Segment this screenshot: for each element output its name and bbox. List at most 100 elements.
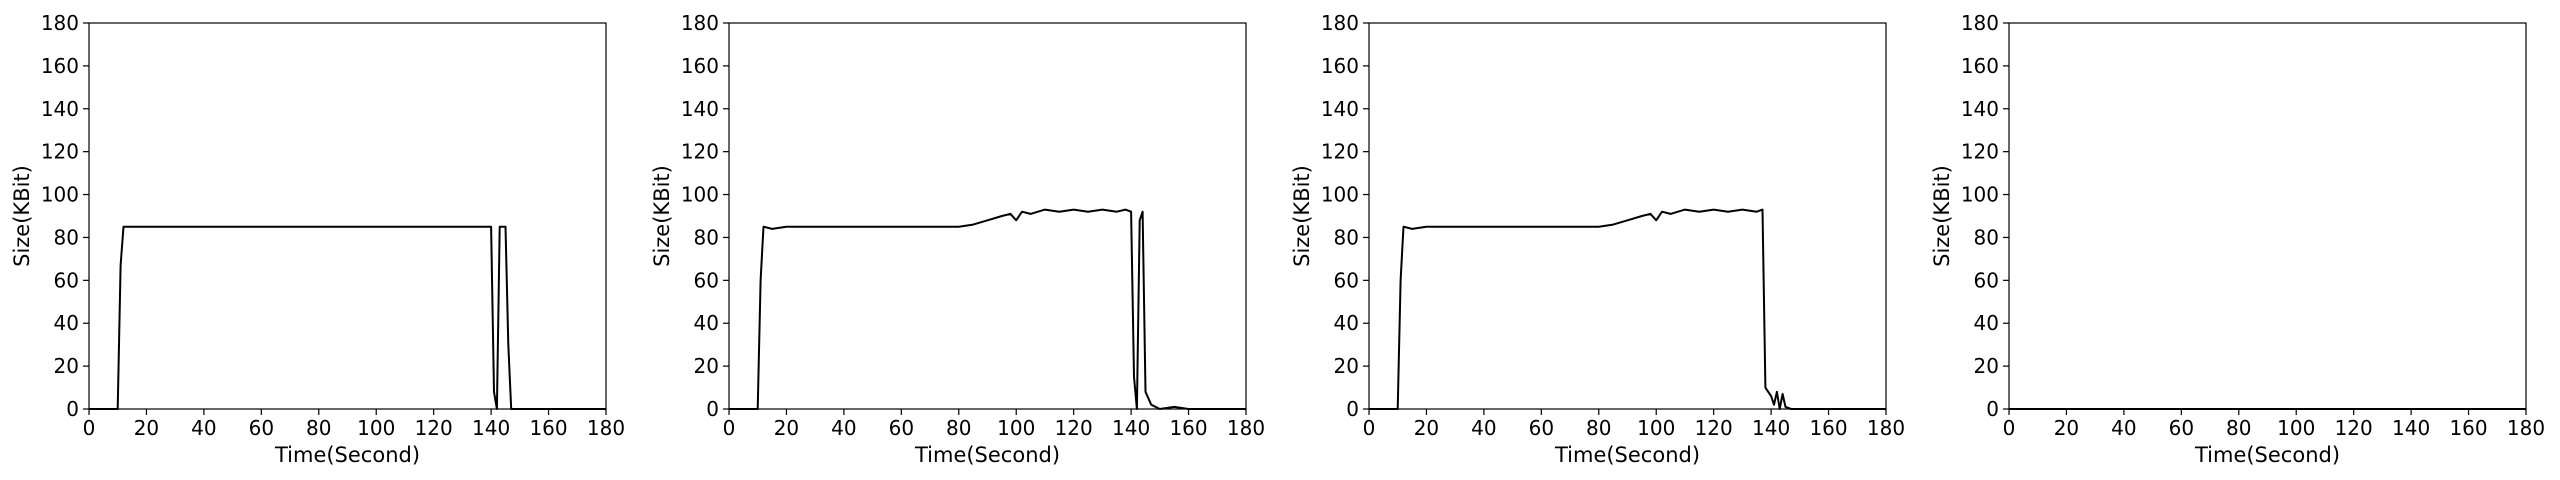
y-tick-label: 100	[1961, 183, 1999, 207]
y-tick-label: 160	[41, 54, 79, 78]
series-line	[729, 208, 1246, 410]
x-tick-label: 140	[1752, 416, 1790, 440]
y-tick-label: 120	[1961, 140, 1999, 164]
y-tick-label: 20	[1974, 354, 1999, 378]
x-tick-label: 140	[472, 416, 510, 440]
x-tick-label: 60	[1529, 416, 1554, 440]
x-tick-label: 20	[2054, 416, 2079, 440]
y-axis-label: Size(KBit)	[1930, 165, 1954, 267]
y-tick-label: 120	[41, 140, 79, 164]
y-tick-label: 120	[681, 140, 719, 164]
x-tick-label: 80	[1586, 416, 1611, 440]
y-tick-label: 140	[1961, 97, 1999, 121]
x-tick-label: 0	[1363, 416, 1376, 440]
x-tick-label: 120	[415, 416, 453, 440]
x-axis-label: Time(Second)	[914, 443, 1060, 467]
y-tick-label: 40	[1334, 311, 1359, 335]
y-tick-label: 100	[681, 183, 719, 207]
y-tick-label: 20	[694, 354, 719, 378]
plot-frame	[2008, 22, 2527, 410]
x-axis-label: Time(Second)	[274, 443, 420, 467]
y-tick-label: 160	[1961, 54, 1999, 78]
x-tick-label: 60	[2169, 416, 2194, 440]
y-tick-label: 60	[1334, 268, 1359, 292]
x-tick-label: 160	[1169, 416, 1207, 440]
x-tick-label: 100	[1637, 416, 1675, 440]
y-tick-label: 160	[681, 54, 719, 78]
x-tick-label: 160	[529, 416, 567, 440]
y-tick-label: 20	[1334, 354, 1359, 378]
y-tick-label: 180	[1961, 11, 1999, 35]
x-tick-label: 0	[723, 416, 736, 440]
x-tick-label: 0	[2003, 416, 2016, 440]
y-tick-label: 120	[1321, 140, 1359, 164]
y-axis-label: Size(KBit)	[650, 165, 674, 267]
y-tick-label: 80	[1974, 225, 1999, 249]
plot-frame	[88, 22, 607, 410]
y-tick-label: 140	[41, 97, 79, 121]
series-line	[89, 225, 606, 410]
x-tick-label: 20	[1414, 416, 1439, 440]
y-tick-label: 40	[54, 311, 79, 335]
y-axis-label: Size(KBit)	[10, 165, 34, 267]
y-tick-label: 40	[1974, 311, 1999, 335]
x-tick-label: 40	[831, 416, 856, 440]
x-tick-label: 120	[1695, 416, 1733, 440]
y-tick-label: 60	[694, 268, 719, 292]
chart-panel-2: 0 20 40 60 80 100 120 140 160 180 0 20 40 60 80 100 120 1…	[650, 11, 1265, 467]
x-tick-label: 100	[997, 416, 1035, 440]
x-tick-label: 40	[2111, 416, 2136, 440]
x-tick-label: 120	[2335, 416, 2373, 440]
x-tick-label: 20	[134, 416, 159, 440]
x-tick-label: 80	[2226, 416, 2251, 440]
x-tick-label: 140	[2392, 416, 2430, 440]
y-tick-label: 0	[706, 397, 719, 421]
x-tick-label: 160	[1809, 416, 1847, 440]
x-tick-label: 100	[357, 416, 395, 440]
y-tick-label: 160	[1321, 54, 1359, 78]
chart-panel-4: 0 20 40 60 80 100 120 140 160 180 0 20 40 60 80 100 120 1…	[1930, 11, 2545, 467]
x-tick-label: 60	[249, 416, 274, 440]
y-tick-label: 0	[1346, 397, 1359, 421]
y-tick-label: 180	[1321, 11, 1359, 35]
x-tick-label: 60	[889, 416, 914, 440]
x-tick-label: 40	[1471, 416, 1496, 440]
plot-frame	[728, 22, 1247, 410]
y-tick-label: 100	[1321, 183, 1359, 207]
y-tick-label: 0	[1986, 397, 1999, 421]
chart-panel-3: 0 20 40 60 80 100 120 140 160 180 0 20 40 60 80 100 120 1…	[1290, 11, 1905, 467]
x-tick-label: 120	[1055, 416, 1093, 440]
x-tick-label: 100	[2277, 416, 2315, 440]
y-tick-label: 80	[54, 225, 79, 249]
x-tick-label: 40	[191, 416, 216, 440]
y-tick-label: 60	[54, 268, 79, 292]
x-tick-label: 20	[774, 416, 799, 440]
x-axis-label: Time(Second)	[1554, 443, 1700, 467]
x-tick-label: 180	[1227, 416, 1265, 440]
x-tick-label: 80	[946, 416, 971, 440]
y-tick-label: 140	[681, 97, 719, 121]
series-line	[1369, 208, 1886, 410]
y-tick-label: 180	[41, 11, 79, 35]
y-axis-label: Size(KBit)	[1290, 165, 1314, 267]
x-axis-label: Time(Second)	[2194, 443, 2340, 467]
plot-frame	[1368, 22, 1887, 410]
y-tick-label: 180	[681, 11, 719, 35]
y-tick-label: 80	[1334, 225, 1359, 249]
y-tick-label: 0	[66, 397, 79, 421]
y-tick-label: 100	[41, 183, 79, 207]
y-tick-label: 60	[1974, 268, 1999, 292]
x-tick-label: 0	[83, 416, 96, 440]
y-tick-label: 140	[1321, 97, 1359, 121]
x-tick-label: 160	[2449, 416, 2487, 440]
x-tick-label: 180	[2507, 416, 2545, 440]
y-tick-label: 40	[694, 311, 719, 335]
y-tick-label: 20	[54, 354, 79, 378]
x-tick-label: 80	[306, 416, 331, 440]
x-tick-label: 140	[1112, 416, 1150, 440]
x-tick-label: 180	[1867, 416, 1905, 440]
x-tick-label: 180	[587, 416, 625, 440]
chart-panel-1: 0 20 40 60 80 100 120 140 160 180 0 20 40 60 80 100 120 1…	[10, 11, 625, 467]
y-tick-label: 80	[694, 225, 719, 249]
